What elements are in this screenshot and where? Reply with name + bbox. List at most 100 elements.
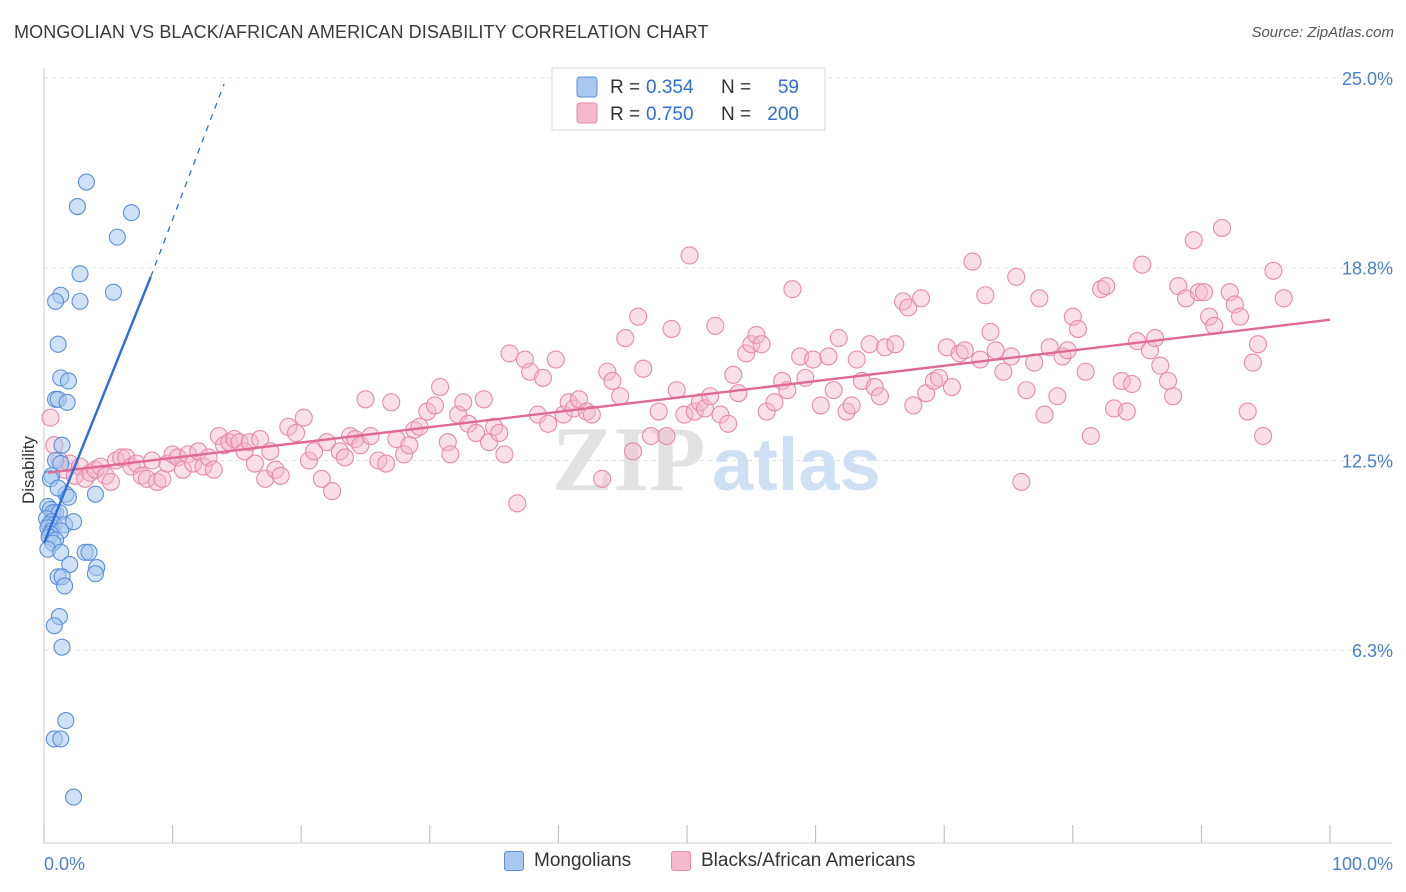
point-blacks bbox=[1158, 371, 1178, 390]
point-blacks bbox=[729, 384, 748, 403]
point-blacks bbox=[981, 322, 1000, 342]
point-blacks bbox=[593, 469, 612, 488]
point-blacks bbox=[1200, 307, 1219, 326]
legend: R = 0.354 N = 59 R = 0.750 N = 200 bbox=[551, 67, 826, 131]
point-mongolians bbox=[65, 513, 83, 531]
point-mongolians bbox=[61, 555, 79, 574]
point-blacks bbox=[912, 289, 931, 308]
point-blacks bbox=[1189, 283, 1208, 302]
point-blacks bbox=[783, 280, 802, 299]
bottom-legend-swatch-mongolians bbox=[504, 851, 524, 871]
point-blacks bbox=[101, 472, 120, 491]
point-blacks bbox=[1122, 374, 1142, 394]
point-blacks bbox=[490, 423, 509, 443]
point-blacks bbox=[1012, 472, 1031, 491]
point-blacks bbox=[495, 445, 514, 464]
x-axis-tick-labels: 0.0% 100.0% bbox=[44, 854, 1393, 874]
point-blacks bbox=[842, 396, 861, 415]
point-blacks bbox=[971, 350, 990, 369]
point-blacks bbox=[811, 396, 830, 415]
point-blacks bbox=[1212, 218, 1232, 237]
point-blacks bbox=[634, 359, 653, 378]
point-blacks bbox=[611, 387, 630, 406]
point-blacks bbox=[803, 350, 823, 369]
point-mongolians bbox=[56, 577, 74, 595]
point-blacks bbox=[382, 393, 401, 412]
point-blacks bbox=[474, 390, 493, 409]
point-blacks bbox=[847, 350, 866, 369]
point-blacks bbox=[1117, 402, 1136, 421]
point-blacks bbox=[271, 466, 290, 485]
legend-r-label-blacks: R = bbox=[610, 104, 640, 125]
point-blacks bbox=[256, 469, 275, 488]
point-mongolians bbox=[71, 292, 89, 310]
legend-swatch-blacks bbox=[576, 102, 598, 124]
point-blacks bbox=[1164, 387, 1183, 406]
point-blacks bbox=[153, 469, 172, 488]
point-blacks bbox=[904, 396, 923, 415]
point-blacks bbox=[829, 329, 848, 348]
point-blacks bbox=[132, 466, 151, 485]
point-blacks bbox=[1146, 329, 1165, 348]
point-blacks bbox=[467, 423, 486, 443]
point-blacks bbox=[994, 362, 1013, 381]
legend-swatch-mongolians bbox=[576, 76, 598, 98]
bottom-legend-mongolians[interactable]: Mongolians bbox=[504, 850, 631, 872]
point-blacks bbox=[824, 381, 843, 400]
trend-lines bbox=[42, 83, 1331, 544]
point-blacks bbox=[706, 316, 725, 335]
point-blacks bbox=[214, 436, 234, 455]
point-blacks bbox=[950, 344, 969, 363]
point-blacks bbox=[508, 494, 527, 513]
bottom-legend-blacks[interactable]: Blacks/African Americans bbox=[671, 850, 915, 872]
point-blacks bbox=[194, 457, 213, 476]
point-blacks bbox=[225, 430, 244, 449]
point-blacks bbox=[976, 286, 995, 305]
point-blacks bbox=[711, 405, 730, 424]
point-blacks bbox=[582, 405, 601, 424]
point-blacks bbox=[1068, 319, 1087, 338]
point-blacks bbox=[377, 454, 396, 473]
grid-lines bbox=[44, 77, 1392, 651]
point-blacks bbox=[680, 246, 699, 265]
point-blacks bbox=[400, 436, 419, 455]
point-blacks bbox=[1133, 255, 1152, 274]
point-blacks bbox=[865, 378, 884, 397]
point-blacks bbox=[963, 252, 982, 271]
point-blacks bbox=[603, 371, 622, 390]
point-blacks bbox=[899, 298, 918, 317]
point-blacks bbox=[356, 390, 375, 409]
point-mongolians bbox=[52, 730, 70, 748]
watermark: ZIP atlas bbox=[552, 408, 881, 510]
point-blacks bbox=[870, 387, 889, 406]
point-blacks bbox=[1264, 261, 1283, 280]
x-tick-label-max: 100.0% bbox=[1332, 854, 1393, 874]
y-tick-label: 18.8% bbox=[1342, 259, 1393, 279]
point-mongolians bbox=[58, 393, 76, 411]
point-mongolians bbox=[104, 283, 122, 301]
point-blacks bbox=[312, 469, 331, 488]
point-blacks bbox=[752, 335, 771, 354]
legend-r-value-mongolians: 0.354 bbox=[646, 77, 694, 98]
point-mongolians bbox=[122, 204, 140, 222]
point-blacks bbox=[1048, 387, 1067, 406]
point-blacks bbox=[986, 341, 1005, 360]
watermark-atlas: atlas bbox=[712, 423, 881, 506]
x-axis-ticks bbox=[43, 825, 1331, 843]
point-blacks bbox=[886, 335, 905, 354]
point-blacks bbox=[819, 347, 838, 366]
source-label: Source: ZipAtlas.com bbox=[1251, 24, 1394, 41]
legend-n-label-blacks: N = bbox=[721, 104, 751, 125]
point-blacks bbox=[737, 344, 756, 363]
point-blacks bbox=[1248, 335, 1268, 354]
point-blacks bbox=[675, 405, 694, 424]
point-blacks bbox=[425, 396, 444, 415]
point-blacks bbox=[240, 433, 259, 452]
bottom-legend-swatch-blacks bbox=[671, 851, 691, 871]
y-tick-label: 25.0% bbox=[1342, 69, 1393, 89]
point-blacks bbox=[137, 469, 156, 488]
y-axis-tick-labels: 6.3% 12.5% 18.8% 25.0% bbox=[1342, 69, 1393, 661]
point-mongolians bbox=[71, 265, 89, 283]
point-blacks bbox=[1007, 267, 1026, 286]
point-blacks bbox=[245, 454, 264, 473]
